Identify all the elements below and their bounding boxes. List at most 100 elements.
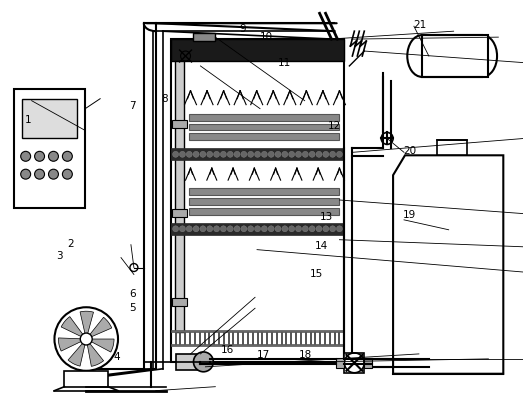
Text: 5: 5 — [130, 303, 136, 313]
Circle shape — [48, 151, 58, 161]
Bar — [422, 35, 488, 77]
Circle shape — [289, 226, 295, 232]
Bar — [188, 133, 340, 140]
Text: 1: 1 — [25, 115, 32, 125]
Bar — [175, 61, 184, 332]
Circle shape — [296, 226, 301, 232]
Circle shape — [55, 307, 118, 371]
Circle shape — [330, 226, 335, 232]
Bar — [364, 358, 372, 368]
Bar — [171, 344, 344, 346]
Circle shape — [268, 226, 274, 232]
Bar — [65, 371, 108, 387]
Circle shape — [275, 226, 281, 232]
Bar — [171, 330, 344, 332]
Circle shape — [20, 151, 30, 161]
Circle shape — [261, 226, 267, 232]
Bar — [344, 353, 364, 373]
Circle shape — [302, 226, 308, 232]
Bar — [14, 89, 85, 208]
Text: 3: 3 — [57, 251, 63, 261]
Circle shape — [337, 151, 342, 157]
Circle shape — [193, 151, 199, 157]
Bar — [22, 99, 77, 139]
Text: 4: 4 — [114, 352, 121, 362]
Wedge shape — [86, 339, 114, 352]
Circle shape — [268, 151, 274, 157]
Text: 16: 16 — [221, 345, 234, 355]
Circle shape — [302, 151, 308, 157]
Bar — [172, 209, 186, 217]
Circle shape — [186, 226, 192, 232]
Circle shape — [323, 151, 329, 157]
Text: 15: 15 — [309, 269, 323, 279]
Bar — [188, 198, 340, 205]
Wedge shape — [80, 311, 93, 339]
Bar — [188, 113, 340, 121]
Circle shape — [227, 151, 233, 157]
Text: 10: 10 — [260, 32, 273, 42]
Circle shape — [207, 226, 213, 232]
Circle shape — [214, 151, 219, 157]
Wedge shape — [61, 316, 86, 339]
Circle shape — [130, 263, 138, 271]
Circle shape — [200, 226, 206, 232]
Circle shape — [323, 226, 329, 232]
Circle shape — [214, 226, 219, 232]
Circle shape — [220, 151, 226, 157]
Circle shape — [282, 151, 288, 157]
Bar — [171, 39, 344, 61]
Bar — [437, 140, 467, 155]
Circle shape — [48, 169, 58, 179]
Circle shape — [241, 151, 247, 157]
Text: 9: 9 — [239, 24, 246, 34]
Circle shape — [337, 226, 342, 232]
Circle shape — [186, 151, 192, 157]
Circle shape — [194, 352, 213, 372]
Circle shape — [180, 226, 185, 232]
Wedge shape — [86, 317, 112, 339]
Circle shape — [248, 226, 254, 232]
Circle shape — [62, 169, 72, 179]
Circle shape — [173, 226, 178, 232]
Bar — [188, 123, 340, 131]
Circle shape — [289, 151, 295, 157]
Circle shape — [173, 151, 178, 157]
Bar — [194, 33, 215, 41]
Wedge shape — [86, 339, 103, 366]
Circle shape — [227, 226, 233, 232]
Bar — [171, 39, 344, 362]
Bar — [188, 188, 340, 195]
Text: 13: 13 — [320, 212, 333, 222]
Bar — [171, 148, 344, 160]
Circle shape — [316, 151, 322, 157]
Wedge shape — [58, 338, 86, 351]
Text: 8: 8 — [161, 94, 167, 104]
Wedge shape — [68, 339, 86, 366]
Circle shape — [381, 133, 393, 144]
Bar — [188, 208, 340, 215]
Text: 20: 20 — [403, 146, 416, 156]
Circle shape — [62, 151, 72, 161]
Text: 11: 11 — [278, 58, 291, 68]
Circle shape — [80, 333, 92, 345]
Circle shape — [35, 151, 45, 161]
Text: 19: 19 — [403, 210, 416, 220]
Circle shape — [255, 226, 260, 232]
Circle shape — [330, 151, 335, 157]
Circle shape — [20, 169, 30, 179]
Circle shape — [200, 151, 206, 157]
Circle shape — [255, 151, 260, 157]
Text: 6: 6 — [130, 289, 136, 299]
Bar — [172, 298, 186, 306]
Text: 7: 7 — [130, 101, 136, 111]
Circle shape — [234, 151, 240, 157]
Text: 12: 12 — [328, 121, 341, 131]
Text: 18: 18 — [299, 350, 312, 360]
Bar — [337, 358, 344, 368]
Circle shape — [234, 226, 240, 232]
Text: 21: 21 — [414, 20, 427, 30]
Circle shape — [180, 151, 185, 157]
Circle shape — [296, 151, 301, 157]
Circle shape — [35, 169, 45, 179]
